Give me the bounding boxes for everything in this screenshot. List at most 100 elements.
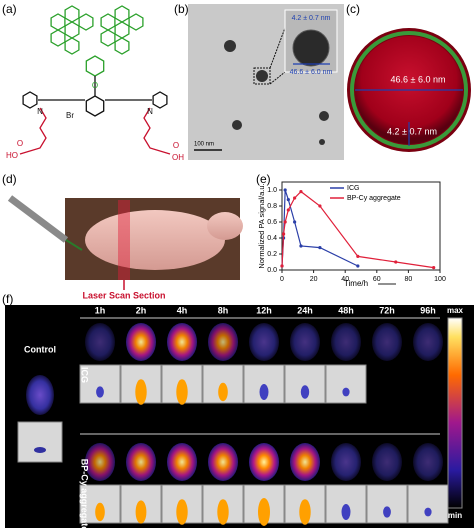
atom: N [37, 107, 43, 116]
x-label: Time/h [344, 279, 368, 288]
plot-3d [325, 364, 367, 404]
colorbar-min: min [448, 511, 462, 520]
atom: O [173, 141, 179, 150]
plot-3d-peak [342, 387, 350, 397]
plot-3d-peak [95, 502, 105, 522]
plot-3d [284, 364, 326, 404]
pa-image [331, 323, 361, 361]
ring [128, 13, 144, 31]
shell-size: 46.6 ± 6.0 nm [290, 69, 333, 76]
time-label: 4h [177, 305, 188, 315]
x-tick-label: 40 [341, 276, 349, 283]
laser-section [118, 200, 130, 280]
pa-image [290, 443, 320, 481]
y-tick-label: 0.2 [267, 251, 277, 258]
point [299, 190, 303, 194]
x-tick-label: 0 [280, 276, 284, 283]
y-tick-label: 0.0 [267, 267, 277, 274]
zoom-box [253, 67, 271, 85]
point [293, 196, 297, 200]
core-size: 4.2 ± 0.7 nm [387, 126, 437, 136]
point [293, 220, 297, 224]
plot-3d [17, 421, 63, 463]
ring [100, 29, 116, 47]
pa-image [372, 443, 402, 481]
point [286, 198, 290, 202]
point [432, 266, 436, 270]
y-tick-label: 0.6 [267, 219, 277, 226]
x-tick-label: 100 [434, 276, 446, 283]
ring [114, 37, 130, 55]
point [356, 254, 360, 258]
pa-image [85, 323, 115, 361]
structure: N N O Br HO O O OH [6, 5, 184, 162]
point [281, 232, 286, 236]
pa-image [167, 443, 197, 481]
legend-label: BP-Cy aggregate [347, 195, 401, 202]
pa-image [26, 375, 54, 415]
plot-3d-peak [96, 386, 104, 398]
pa-image [167, 323, 197, 361]
zoom-particle [292, 29, 330, 67]
plot-3d-peak [259, 384, 269, 400]
particles [224, 40, 329, 145]
time-label: 8h [218, 305, 229, 315]
point [318, 204, 322, 208]
laser-label: Laser Scan Section [82, 290, 165, 300]
atom: Br [66, 111, 74, 120]
ring [50, 29, 66, 47]
imaging: 1h 2h 4h 8h 12h 24h 48h 72h 96h ICG BP-Cy aggregat… [17, 305, 464, 528]
pa-image [249, 443, 279, 481]
point [318, 246, 322, 250]
ring [152, 91, 168, 109]
ring [78, 13, 94, 31]
plot-3d-peak [258, 498, 270, 526]
plot-3d-peak [34, 447, 46, 453]
ring [64, 37, 80, 55]
atom: N [147, 107, 153, 116]
mouse-head [207, 212, 243, 240]
x-tick-label: 20 [310, 276, 318, 283]
plot-3d-peak [135, 500, 147, 524]
time-label: 12h [256, 305, 272, 315]
plot-3d-peak [176, 379, 188, 405]
plot-3d-peak [176, 499, 188, 525]
panel-label: (f) [2, 292, 13, 306]
pa-image [372, 323, 402, 361]
pa-image [331, 443, 361, 481]
point [283, 220, 287, 224]
point [356, 264, 360, 268]
point [394, 260, 398, 264]
time-label: 96h [420, 305, 436, 315]
colorbar [447, 317, 463, 509]
time-label: 1h [95, 305, 106, 315]
plot-3d-peak [135, 379, 147, 405]
plot-3d-peak [217, 499, 229, 525]
row-label: BP-Cy aggregate [80, 459, 90, 528]
chart: 0.0 0.2 0.4 0.6 0.8 1.0 0 20 40 60 80 100 Time/h Norm… [257, 181, 446, 288]
panel-label: (a) [2, 2, 17, 16]
needle [65, 239, 83, 251]
point [286, 208, 290, 212]
pa-image [85, 443, 115, 481]
plot-3d-peak [300, 385, 310, 399]
plot-3d-peak [218, 382, 228, 402]
plot-3d [407, 484, 449, 524]
pa-image [126, 443, 156, 481]
atom: O [17, 139, 23, 148]
plot-3d-peak [383, 506, 391, 518]
series-line [281, 190, 434, 269]
scale-label: 100 nm [194, 142, 214, 148]
mouse-body [85, 210, 225, 270]
sphere-layer [350, 31, 468, 149]
pa-image [208, 443, 238, 481]
colorbar-max: max [447, 306, 464, 315]
atom: HO [6, 151, 18, 160]
point [299, 244, 303, 248]
legend-label: ICG [347, 185, 359, 192]
time-label: 2h [136, 305, 147, 315]
pa-image [290, 323, 320, 361]
zoom-line [269, 71, 286, 85]
shell-size: 46.6 ± 6.0 nm [391, 74, 446, 84]
